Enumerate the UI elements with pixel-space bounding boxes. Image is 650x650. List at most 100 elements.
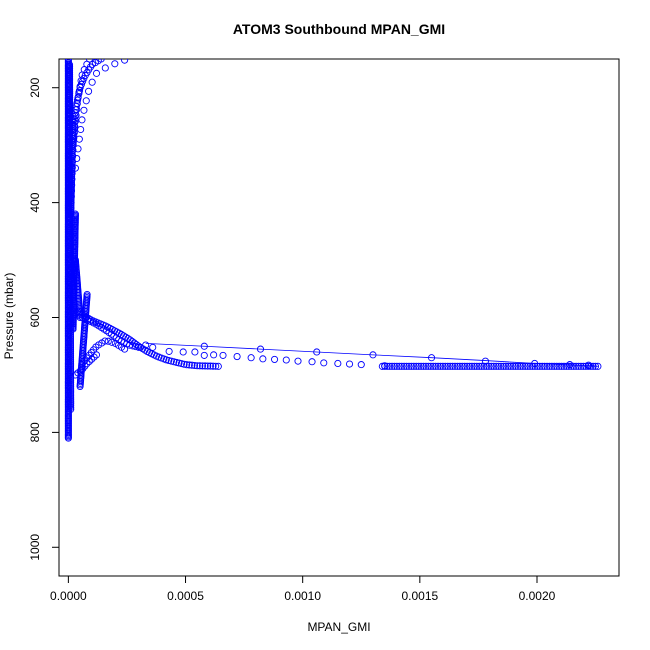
data-point bbox=[142, 341, 150, 349]
data-point bbox=[449, 362, 457, 370]
data-point bbox=[482, 362, 491, 370]
x-tick-label: 0.0020 bbox=[519, 589, 556, 603]
data-point bbox=[78, 116, 86, 124]
data-point bbox=[461, 362, 469, 370]
data-point bbox=[185, 361, 193, 369]
data-point bbox=[177, 360, 186, 368]
data-point bbox=[271, 355, 279, 363]
data-point bbox=[536, 362, 544, 370]
data-point bbox=[80, 106, 88, 114]
data-point bbox=[591, 362, 600, 370]
data-point bbox=[584, 362, 592, 370]
data-point bbox=[183, 361, 191, 369]
data-point bbox=[456, 362, 464, 370]
data-point bbox=[256, 345, 265, 353]
data-point bbox=[71, 210, 79, 218]
data-point bbox=[572, 362, 580, 370]
data-point bbox=[524, 362, 532, 370]
data-point bbox=[558, 362, 566, 370]
data-point bbox=[495, 362, 503, 370]
data-point bbox=[516, 362, 524, 370]
data-point bbox=[589, 362, 597, 370]
data-point bbox=[149, 343, 157, 351]
data-point bbox=[487, 362, 495, 370]
data-point bbox=[378, 362, 386, 370]
data-point bbox=[565, 362, 573, 370]
x-tick-label: 0.0005 bbox=[167, 589, 204, 603]
data-point bbox=[403, 362, 411, 370]
data-point bbox=[533, 362, 541, 370]
data-point bbox=[388, 362, 396, 370]
data-point bbox=[417, 362, 425, 370]
y-tick-label: 200 bbox=[28, 77, 42, 97]
data-point bbox=[528, 362, 537, 370]
data-point bbox=[526, 362, 534, 370]
data-point bbox=[390, 362, 399, 370]
data-point bbox=[429, 362, 437, 370]
data-point bbox=[198, 362, 207, 370]
data-point bbox=[427, 362, 435, 370]
y-axis-label: Pressure (mbar) bbox=[2, 273, 16, 360]
data-point bbox=[71, 164, 79, 172]
data-point bbox=[85, 87, 93, 95]
data-point bbox=[562, 362, 570, 370]
data-point bbox=[233, 353, 241, 361]
x-axis: 0.0000 0.0005 0.0010 0.0015 0.0020 bbox=[50, 575, 556, 603]
data-point bbox=[427, 354, 436, 362]
data-point bbox=[582, 362, 590, 370]
data-point bbox=[492, 362, 500, 370]
data-point bbox=[88, 78, 96, 86]
y-tick-label: 400 bbox=[28, 192, 42, 212]
data-point bbox=[570, 362, 578, 370]
data-point bbox=[97, 59, 105, 63]
data-point bbox=[470, 362, 478, 370]
data-point bbox=[468, 362, 476, 370]
data-point bbox=[191, 348, 199, 356]
data-point bbox=[75, 135, 83, 143]
data-point bbox=[594, 362, 602, 370]
data-point bbox=[405, 362, 413, 370]
data-point bbox=[104, 337, 112, 345]
data-point bbox=[88, 355, 96, 363]
data-point bbox=[587, 362, 595, 370]
y-tick-label: 600 bbox=[28, 307, 42, 327]
data-point bbox=[499, 362, 508, 370]
data-point bbox=[507, 362, 515, 370]
data-point bbox=[400, 362, 408, 370]
data-point bbox=[85, 59, 94, 63]
data-point bbox=[441, 362, 449, 370]
data-point bbox=[175, 359, 183, 367]
data-point bbox=[209, 362, 217, 370]
data-point bbox=[85, 357, 93, 365]
data-point bbox=[480, 362, 488, 370]
data-point bbox=[451, 362, 459, 370]
plot-frame bbox=[58, 58, 620, 577]
data-point bbox=[92, 351, 101, 359]
data-point bbox=[415, 362, 423, 370]
x-tick-label: 0.0010 bbox=[284, 589, 321, 603]
data-point bbox=[555, 362, 563, 370]
data-point bbox=[395, 362, 403, 370]
data-point bbox=[135, 343, 143, 351]
data-point bbox=[541, 362, 549, 370]
data-point bbox=[193, 362, 201, 370]
data-point bbox=[475, 362, 483, 370]
data-point bbox=[369, 351, 377, 359]
data-point bbox=[502, 362, 510, 370]
data-point bbox=[386, 362, 394, 370]
data-point bbox=[294, 357, 302, 365]
data-point bbox=[172, 358, 180, 366]
data-point bbox=[504, 362, 512, 370]
data-point bbox=[200, 342, 208, 350]
data-point bbox=[579, 362, 587, 370]
data-point bbox=[419, 362, 428, 370]
data-point bbox=[219, 351, 227, 359]
data-point bbox=[92, 69, 101, 77]
data-point bbox=[334, 359, 342, 368]
data-point bbox=[512, 362, 520, 370]
data-point bbox=[196, 362, 204, 370]
data-point bbox=[90, 353, 98, 361]
y-tick-label: 800 bbox=[28, 422, 42, 442]
y-axis: 200 400 600 800 1000 bbox=[28, 77, 60, 561]
